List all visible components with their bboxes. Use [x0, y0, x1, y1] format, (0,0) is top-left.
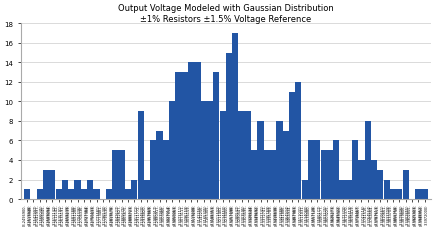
Bar	[187, 63, 194, 199]
Bar	[320, 151, 326, 199]
Bar	[358, 160, 364, 199]
Bar	[389, 189, 395, 199]
Bar	[162, 141, 168, 199]
Bar	[112, 151, 118, 199]
Bar	[307, 141, 313, 199]
Bar	[345, 180, 351, 199]
Bar	[213, 73, 219, 199]
Bar	[219, 112, 225, 199]
Bar	[169, 102, 175, 199]
Bar	[244, 112, 250, 199]
Bar	[125, 189, 131, 199]
Bar	[194, 63, 200, 199]
Bar	[131, 180, 137, 199]
Bar	[81, 189, 87, 199]
Bar	[295, 82, 301, 199]
Bar	[232, 34, 238, 199]
Bar	[137, 112, 143, 199]
Bar	[225, 53, 231, 199]
Bar	[74, 180, 80, 199]
Bar	[144, 180, 150, 199]
Bar	[332, 141, 339, 199]
Bar	[414, 189, 421, 199]
Bar	[207, 102, 213, 199]
Bar	[87, 180, 93, 199]
Bar	[421, 189, 427, 199]
Bar	[326, 151, 332, 199]
Bar	[175, 73, 181, 199]
Bar	[250, 151, 256, 199]
Bar	[301, 180, 307, 199]
Bar	[156, 131, 162, 199]
Bar	[370, 160, 376, 199]
Bar	[36, 189, 43, 199]
Bar	[238, 112, 244, 199]
Bar	[313, 141, 320, 199]
Bar	[49, 170, 55, 199]
Bar	[282, 131, 288, 199]
Bar	[62, 180, 68, 199]
Bar	[263, 151, 269, 199]
Title: Output Voltage Modeled with Gaussian Distribution
±1% Resistors ±1.5% Voltage Re: Output Voltage Modeled with Gaussian Dis…	[118, 4, 333, 23]
Bar	[181, 73, 187, 199]
Bar	[150, 141, 156, 199]
Bar	[68, 189, 74, 199]
Bar	[270, 151, 276, 199]
Bar	[56, 189, 62, 199]
Bar	[200, 102, 206, 199]
Bar	[118, 151, 125, 199]
Bar	[351, 141, 358, 199]
Bar	[383, 180, 389, 199]
Bar	[24, 189, 30, 199]
Bar	[288, 92, 294, 199]
Bar	[395, 189, 401, 199]
Bar	[364, 121, 370, 199]
Bar	[339, 180, 345, 199]
Bar	[257, 121, 263, 199]
Bar	[401, 170, 408, 199]
Bar	[43, 170, 49, 199]
Bar	[93, 189, 99, 199]
Bar	[376, 170, 383, 199]
Bar	[276, 121, 282, 199]
Bar	[106, 189, 112, 199]
